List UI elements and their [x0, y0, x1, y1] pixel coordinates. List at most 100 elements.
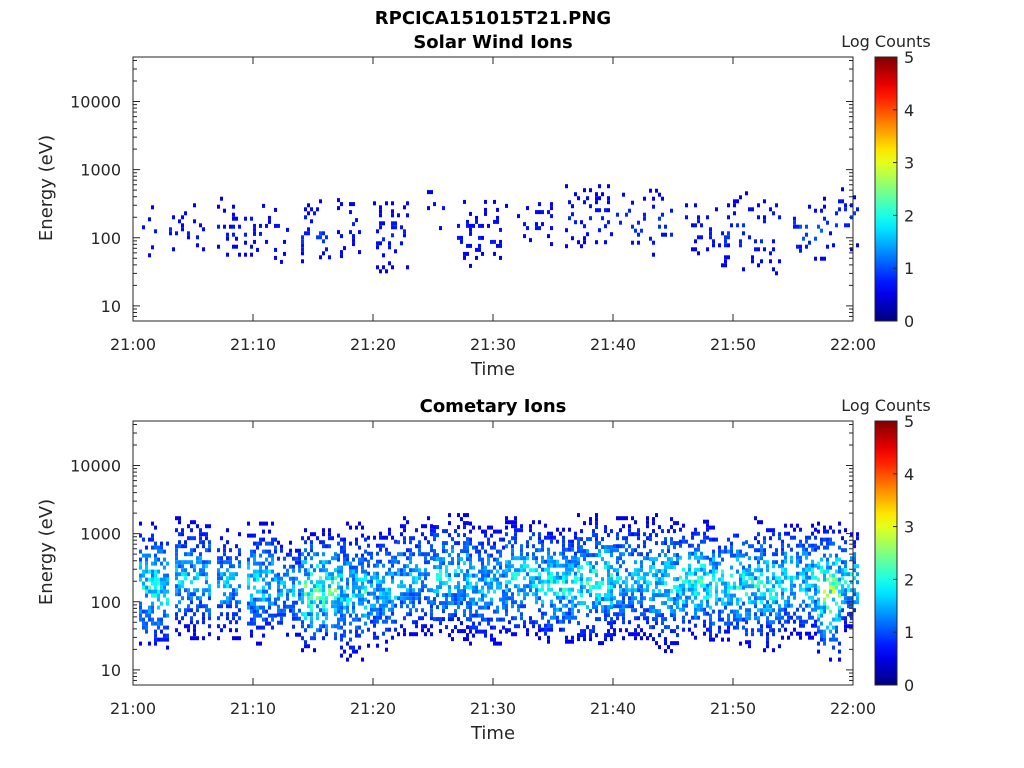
- heatmap-cell-1-13: [607, 569, 610, 574]
- heatmap-cell-1-6: [361, 569, 364, 574]
- heatmap-cell-1-8: [430, 600, 433, 605]
- heatmap-cell-0-2: [217, 244, 220, 249]
- heatmap-cell-1-12: [547, 567, 550, 572]
- heatmap-cell-1-3: [247, 581, 250, 586]
- heatmap-cell-1-18: [772, 588, 775, 593]
- heatmap-cell-1-20: [835, 613, 838, 618]
- heatmap-cell-1-20: [823, 569, 826, 574]
- heatmap-cell-1-18: [769, 608, 772, 613]
- heatmap-cell-0-10: [571, 212, 574, 217]
- heatmap-cell-1-2: [238, 564, 241, 569]
- heatmap-cell-0-1: [169, 227, 172, 232]
- x-tick-label: 21:40: [590, 335, 636, 354]
- heatmap-cell-1-3: [247, 577, 250, 582]
- heatmap-cell-1-4: [277, 572, 280, 577]
- heatmap-cell-1-14: [637, 584, 640, 589]
- heatmap-cell-1-1: [199, 552, 202, 557]
- heatmap-cell-1-16: [703, 607, 706, 612]
- heatmap-cell-0-6: [379, 209, 382, 214]
- heatmap-cell-1-6: [349, 541, 352, 546]
- heatmap-cell-1-11: [505, 628, 508, 633]
- heatmap-cell-1-10: [475, 585, 478, 590]
- heatmap-cell-1-3: [253, 621, 256, 626]
- heatmap-cell-1-5: [310, 548, 313, 553]
- heatmap-cell-1-11: [523, 576, 526, 581]
- heatmap-cell-1-7: [379, 591, 382, 596]
- heatmap-cell-1-8: [403, 540, 406, 545]
- heatmap-cell-0-3: [274, 223, 277, 228]
- heatmap-cell-1-10: [493, 573, 496, 578]
- heatmap-cell-0-11: [643, 212, 646, 217]
- heatmap-cell-1-2: [226, 604, 229, 609]
- heatmap-cell-1-6: [343, 537, 346, 542]
- heatmap-cell-1-3: [265, 565, 268, 570]
- heatmap-cell-1-9: [445, 549, 448, 554]
- heatmap-cell-1-11: [532, 552, 535, 557]
- heatmap-cell-1-7: [385, 627, 388, 632]
- heatmap-cell-1-8: [403, 628, 406, 633]
- heatmap-cell-1-1: [184, 544, 187, 549]
- heatmap-cell-1-11: [532, 624, 535, 629]
- heatmap-cell-1-18: [760, 552, 763, 557]
- heatmap-cell-1-3: [253, 601, 256, 606]
- heatmap-cell-0-5: [352, 234, 355, 239]
- heatmap-cell-0-2: [244, 252, 247, 257]
- heatmap-cell-1-14: [631, 572, 634, 577]
- heatmap-cell-1-0: [145, 557, 148, 562]
- heatmap-cell-1-9: [433, 525, 436, 530]
- heatmap-cell-1-15: [652, 617, 655, 622]
- heatmap-cell-0-9: [550, 214, 553, 219]
- heatmap-cell-0-1: [181, 223, 184, 228]
- heatmap-cell-1-13: [598, 549, 601, 554]
- heatmap-cell-1-18: [760, 612, 763, 617]
- heatmap-cell-1-14: [619, 600, 622, 605]
- heatmap-cell-1-2: [232, 592, 235, 597]
- heatmap-cell-1-12: [550, 535, 553, 540]
- heatmap-cell-1-18: [778, 584, 781, 589]
- heatmap-cell-1-19: [811, 623, 814, 628]
- heatmap-cell-1-19: [796, 563, 799, 568]
- heatmap-cell-1-1: [193, 520, 196, 525]
- heatmap-cell-1-0: [157, 637, 160, 642]
- heatmap-cell-1-7: [373, 595, 376, 600]
- heatmap-cell-1-3: [256, 613, 259, 618]
- heatmap-cell-1-9: [442, 541, 445, 546]
- heatmap-cell-1-17: [730, 593, 733, 598]
- heatmap-cell-1-17: [736, 557, 739, 562]
- heatmap-cell-1-12: [574, 555, 577, 560]
- heatmap-cell-1-5: [328, 560, 331, 565]
- heatmap-cell-0-6: [406, 265, 409, 270]
- heatmap-cell-1-7: [382, 607, 385, 612]
- heatmap-cell-1-7: [367, 571, 370, 576]
- heatmap-cell-1-19: [796, 559, 799, 564]
- heatmap-cell-1-20: [835, 617, 838, 622]
- heatmap-cell-1-0: [157, 545, 160, 550]
- heatmap-cell-1-7: [367, 579, 370, 584]
- heatmap-cell-1-10: [475, 545, 478, 550]
- heatmap-cell-1-17: [721, 581, 724, 586]
- heatmap-cell-0-12: [709, 227, 712, 232]
- heatmap-cell-1-18: [757, 556, 760, 561]
- heatmap-cell-1-2: [217, 576, 220, 581]
- heatmap-cell-0-2: [232, 212, 235, 217]
- heatmap-cell-1-2: [226, 616, 229, 621]
- heatmap-cell-1-7: [388, 591, 391, 596]
- heatmap-cell-1-6: [352, 617, 355, 622]
- heatmap-cell-1-13: [586, 549, 589, 554]
- heatmap-cell-1-0: [160, 549, 163, 554]
- heatmap-cell-1-5: [301, 560, 304, 565]
- heatmap-cell-1-19: [790, 603, 793, 608]
- heatmap-cell-0-13: [748, 207, 751, 212]
- heatmap-cell-1-0: [160, 561, 163, 566]
- heatmap-cell-1-18: [772, 620, 775, 625]
- heatmap-cell-1-5: [328, 576, 331, 581]
- heatmap-cell-1-15: [676, 597, 679, 602]
- heatmap-cell-1-16: [694, 551, 697, 556]
- heatmap-cell-1-9: [442, 593, 445, 598]
- heatmap-cell-1-18: [751, 600, 754, 605]
- heatmap-cell-1-11: [538, 624, 541, 629]
- heatmap-cell-1-1: [199, 556, 202, 561]
- heatmap-cell-1-3: [256, 625, 259, 630]
- heatmap-cell-1-17: [730, 573, 733, 578]
- heatmap-cell-1-14: [640, 564, 643, 569]
